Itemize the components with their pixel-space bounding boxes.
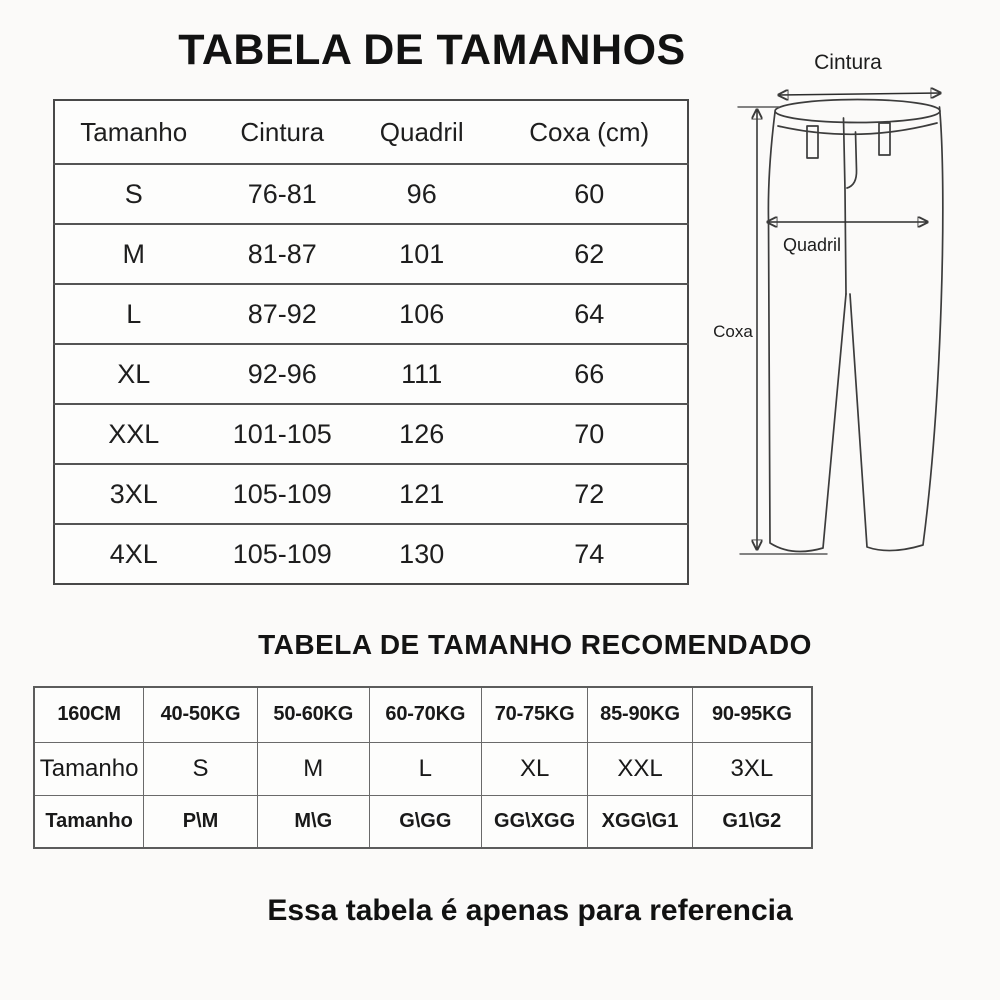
table-row: 4XL 105-109 130 74 [54,524,688,584]
weight-header-row: 160CM 40-50KG 50-60KG 60-70KG 70-75KG 85… [33,686,813,743]
column-header-cintura: Cintura [240,116,325,147]
intl-size-cell: XL [480,741,589,796]
size-table-header-row: Tamanho Cintura Quadril Coxa (cm) [54,100,688,164]
size-cell: XXL [108,418,160,449]
belt-loop-right [878,122,891,156]
column-header-quadril: Quadril [379,116,464,147]
left-leg [767,111,847,553]
table-row: M 81-87 101 62 [54,224,688,284]
column-header-coxa: Coxa (cm) [529,116,650,147]
br-size-cell: P\M [143,794,258,849]
thigh-cell: 74 [574,538,605,569]
pants-measurement-diagram: Cintura Quadril Coxa [713,51,944,555]
br-size-cell: M\G [256,794,370,849]
intl-size-cell: M [256,741,370,796]
br-size-cell: G\GG [368,794,482,849]
intl-size-cell: 3XL [691,741,813,796]
table-row: Tamanho P\M M\G G\GG GG\XGG XGG\G1 G1\G2 [33,794,813,849]
intl-size-cell: XXL [587,741,693,796]
right-leg [849,106,944,552]
thigh-label: Coxa [713,322,753,341]
table-row: XL 92-96 111 66 [54,344,688,404]
table-row: S 76-81 96 60 [54,164,688,224]
size-cell: 3XL [109,478,158,509]
weight-header-cell: 50-60KG [256,686,370,743]
recommended-table-title: TABELA DE TAMANHO RECOMENDADO [258,629,812,660]
recommended-size-table: 160CM 40-50KG 50-60KG 60-70KG 70-75KG 85… [33,686,813,849]
weight-header-cell: 90-95KG [691,686,813,743]
thigh-cell: 70 [574,418,605,449]
row-label-tamanho: Tamanho [33,741,145,796]
thigh-cell: 66 [574,358,605,389]
hip-cell: 121 [399,478,445,509]
waist-cell: 92-96 [247,358,317,389]
thigh-cell: 62 [574,238,605,269]
waist-cell: 81-87 [247,238,317,269]
center-seam [842,117,847,295]
size-cell: XL [117,358,151,389]
belt-loop-left [806,125,819,159]
weight-header-cell: 60-70KG [368,686,482,743]
hip-cell: 130 [399,538,445,569]
reference-disclaimer: Essa tabela é apenas para referencia [267,894,793,927]
waistband-bottom [777,122,938,136]
fly-stitch [846,131,858,189]
thigh-cell: 72 [574,478,605,509]
page-title: TABELA DE TAMANHOS [178,26,686,74]
thigh-cell: 64 [574,298,605,329]
size-table: Tamanho Cintura Quadril Coxa (cm) S 76-8… [53,99,689,585]
table-row: XXL 101-105 126 70 [54,404,688,464]
size-cell: 4XL [109,538,158,569]
br-size-cell: XGG\G1 [587,794,693,849]
hip-cell: 106 [399,298,445,329]
waist-cell: 105-109 [232,478,332,509]
hip-cell: 101 [399,238,445,269]
waist-cell: 76-81 [247,178,317,209]
column-header-tamanho: Tamanho [80,116,188,147]
waist-arrow [779,93,940,95]
intl-size-cell: S [143,741,258,796]
intl-size-cell: L [368,741,482,796]
hip-cell: 111 [401,358,443,389]
br-size-cell: G1\G2 [691,794,813,849]
weight-header-cell: 85-90KG [587,686,693,743]
row-label-tamanho: Tamanho [33,794,145,849]
hip-cell: 96 [406,178,437,209]
thigh-cell: 60 [574,178,605,209]
waist-cell: 101-105 [232,418,332,449]
hip-cell: 126 [399,418,445,449]
height-header-cell: 160CM [33,686,145,743]
weight-header-cell: 40-50KG [143,686,258,743]
hip-label: Quadril [783,235,841,255]
table-row: Tamanho S M L XL XXL 3XL [33,741,813,796]
size-cell: L [126,298,142,329]
br-size-cell: GG\XGG [480,794,589,849]
size-cell: S [124,178,143,209]
pants-outline [767,98,944,553]
table-row: 3XL 105-109 121 72 [54,464,688,524]
size-cell: M [122,238,146,269]
table-row: L 87-92 106 64 [54,284,688,344]
waist-label: Cintura [814,51,882,74]
weight-header-cell: 70-75KG [480,686,589,743]
waistband-opening [774,98,941,124]
waist-cell: 105-109 [232,538,332,569]
waist-cell: 87-92 [247,298,317,329]
